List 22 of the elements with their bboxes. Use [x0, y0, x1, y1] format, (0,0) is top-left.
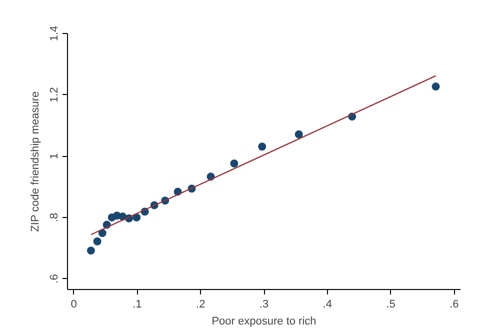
point [294, 130, 303, 138]
y-tick-label: 1 [48, 153, 60, 160]
point [98, 229, 106, 238]
x-tick-label: .1 [132, 298, 142, 310]
point [230, 160, 238, 168]
x-tick-label: .3 [259, 298, 269, 310]
point [132, 213, 141, 222]
x-tick-label: .4 [322, 298, 332, 310]
x-tick-label: .2 [196, 298, 206, 310]
x-tick-label: .5 [386, 298, 396, 310]
point [258, 142, 266, 151]
point [432, 82, 440, 91]
y-axis-title: ZIP code friendship measure [30, 91, 42, 232]
x-tick-label: .6 [450, 298, 459, 310]
y-tick-label: 1.2 [48, 87, 60, 102]
y-tick-label: 1.4 [48, 26, 60, 42]
x-tick-label: 0 [70, 298, 77, 310]
y-tick-label: .6 [48, 274, 60, 284]
point [93, 237, 102, 246]
x-axis-title: Poor exposure to rich [212, 316, 316, 328]
y-tick-label: .8 [48, 212, 60, 222]
point [86, 246, 95, 255]
